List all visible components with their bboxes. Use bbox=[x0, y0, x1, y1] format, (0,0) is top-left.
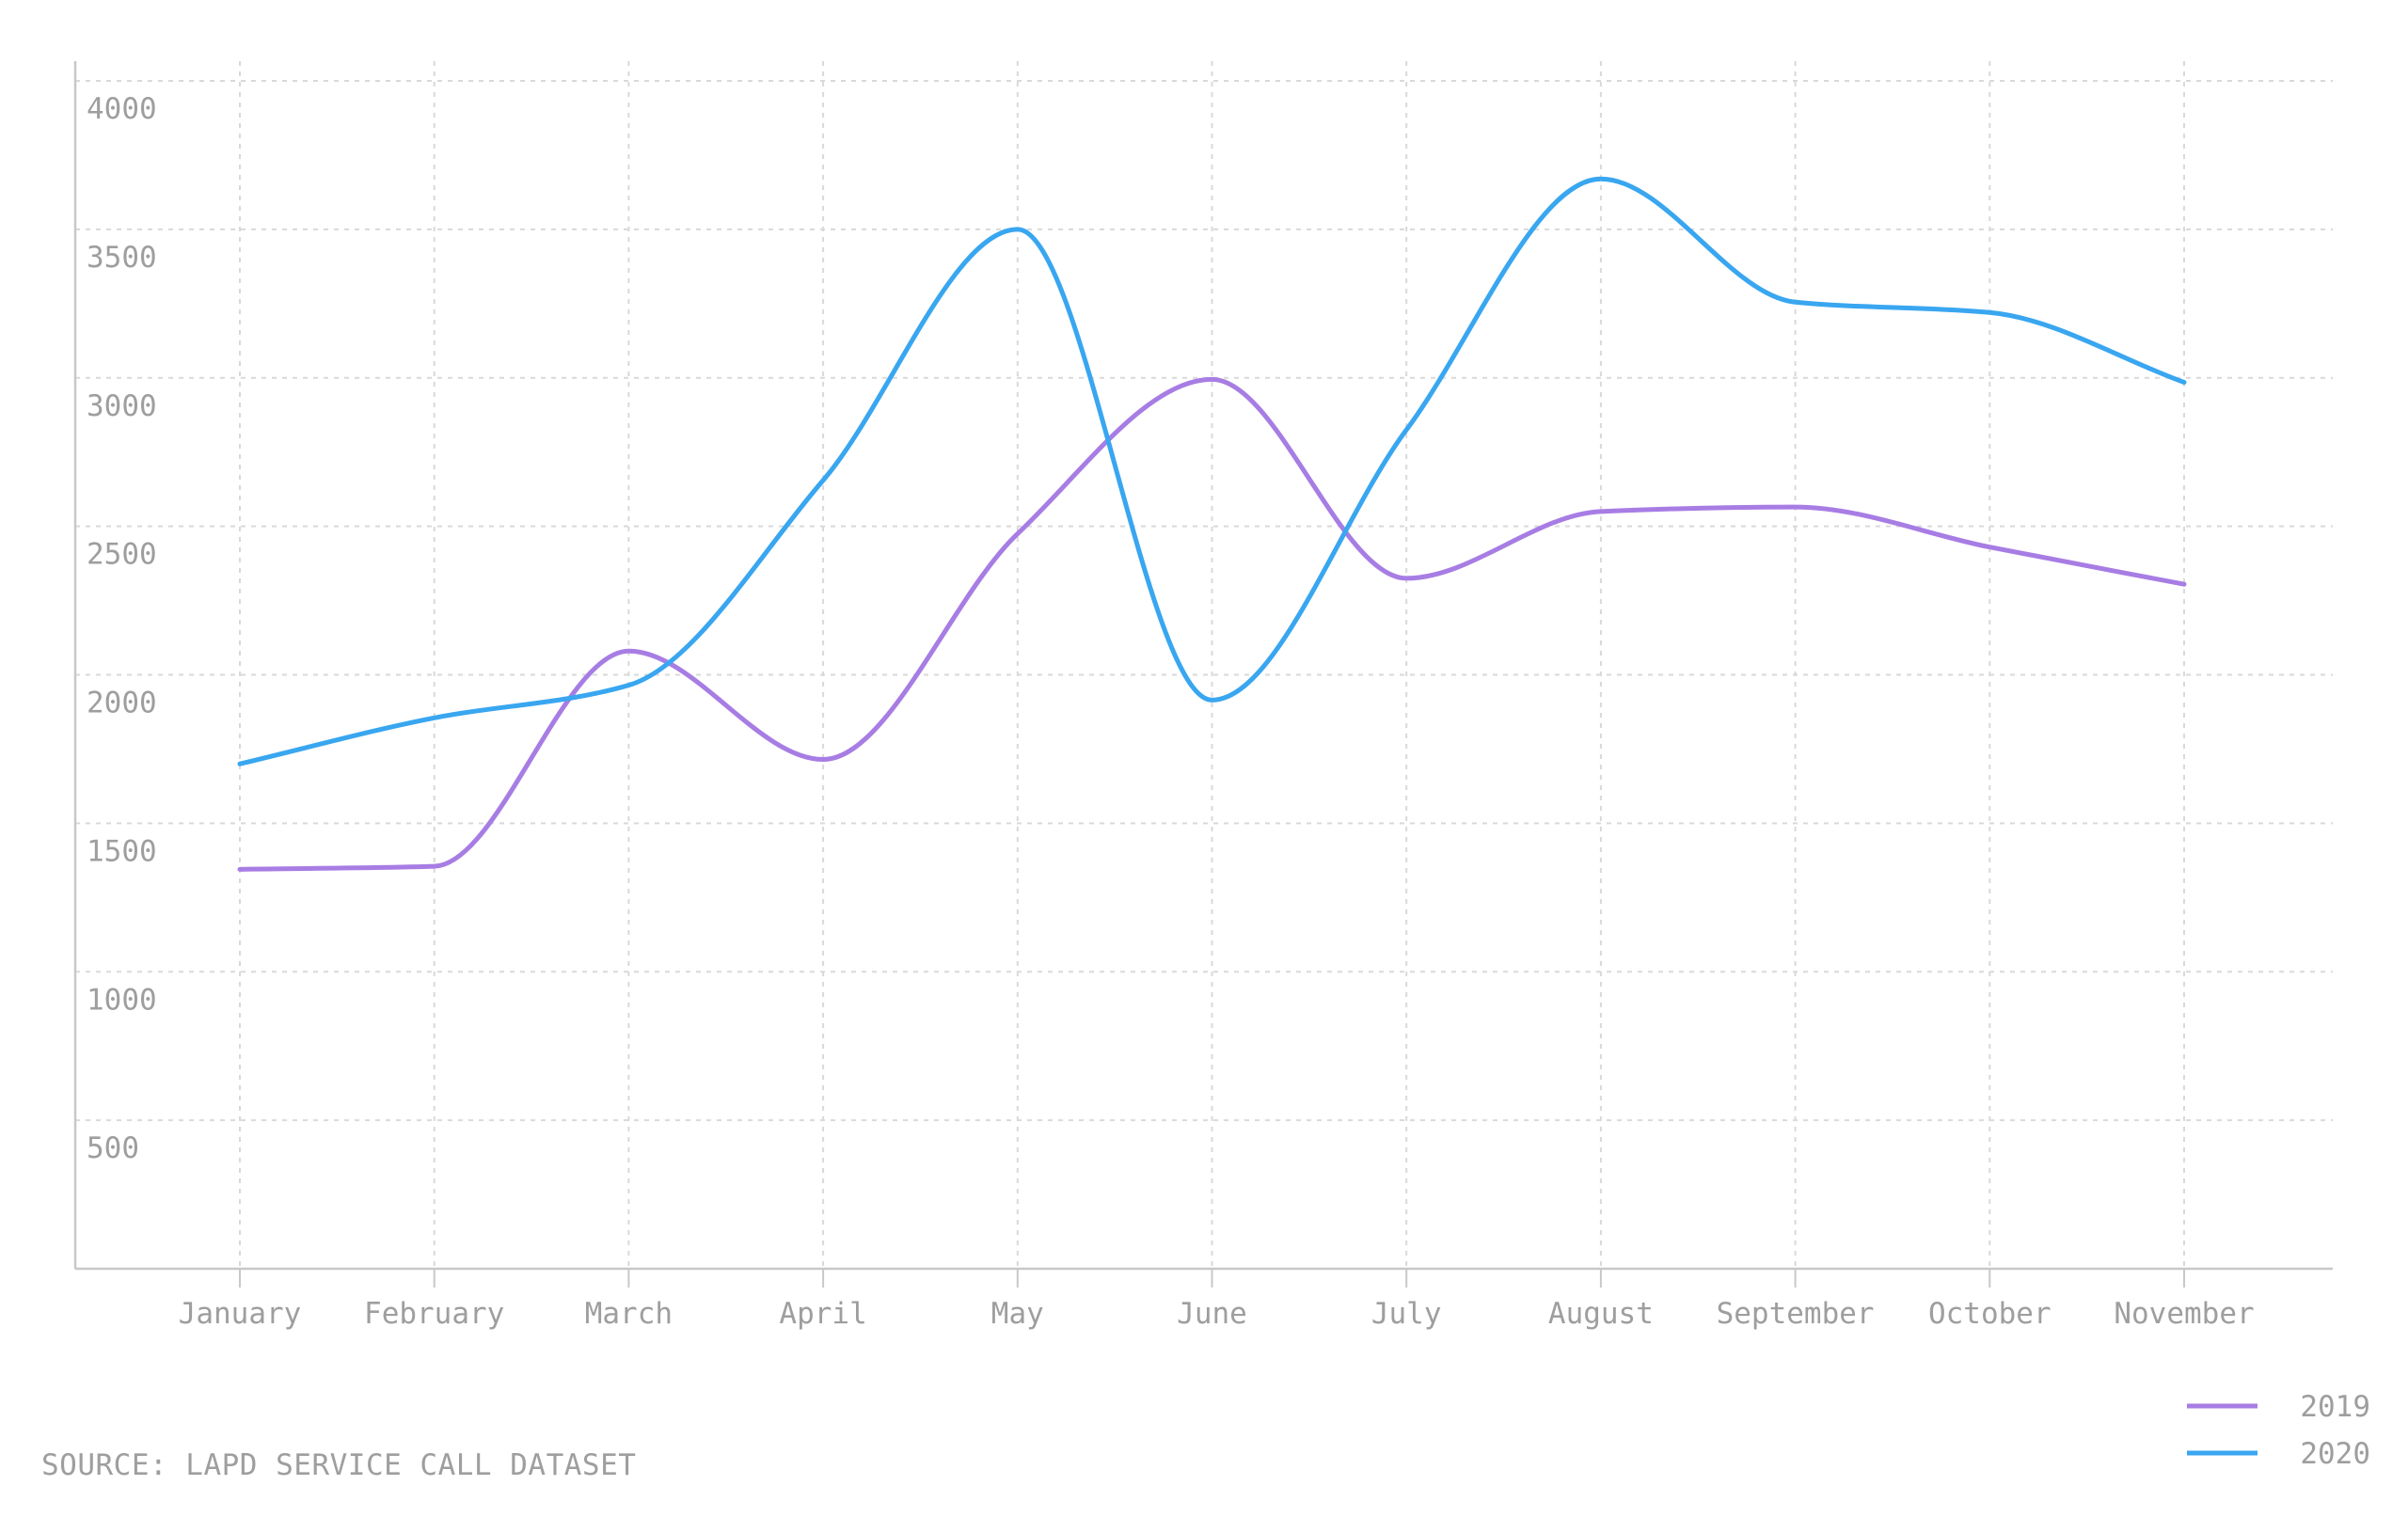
series-line-2019 bbox=[237, 376, 2187, 872]
x-tick-label: February bbox=[364, 1297, 504, 1331]
y-tick-label: 2000 bbox=[87, 687, 157, 720]
x-tick-label: August bbox=[1548, 1297, 1654, 1331]
x-tick-label: October bbox=[1928, 1297, 2052, 1331]
y-tick-label: 500 bbox=[87, 1131, 139, 1165]
legend: 2019 2020 bbox=[2187, 1390, 2370, 1471]
x-tick-label: September bbox=[1717, 1297, 1875, 1331]
x-tick-label: November bbox=[2114, 1297, 2254, 1331]
x-axis-ticks: January February March April May June July Augu… bbox=[179, 1297, 2255, 1331]
legend-label: 2019 bbox=[2300, 1390, 2370, 1424]
series-line-2020 bbox=[237, 176, 2187, 766]
source-note: SOURCE: LAPD SERVICE CALL DATASET bbox=[41, 1448, 637, 1482]
y-tick-label: 3000 bbox=[87, 389, 157, 423]
y-tick-label: 4000 bbox=[87, 92, 157, 126]
x-tick-label: March bbox=[585, 1297, 673, 1331]
x-tick-label: May bbox=[991, 1297, 1044, 1331]
series-lines bbox=[237, 176, 2187, 872]
axes bbox=[73, 61, 2333, 1288]
legend-label: 2020 bbox=[2300, 1437, 2370, 1471]
x-tick-label: June bbox=[1177, 1297, 1247, 1331]
x-tick-label: April bbox=[779, 1297, 866, 1331]
x-tick-label: January bbox=[179, 1297, 302, 1331]
y-tick-label: 2500 bbox=[87, 538, 157, 572]
y-tick-label: 1500 bbox=[87, 834, 157, 868]
gridlines bbox=[75, 61, 2333, 1269]
y-tick-label: 3500 bbox=[87, 241, 157, 275]
y-tick-label: 1000 bbox=[87, 983, 157, 1017]
y-axis-ticks: 500 1000 1500 2000 2500 3000 3500 4000 bbox=[87, 92, 157, 1165]
x-tick-label: July bbox=[1371, 1297, 1442, 1331]
